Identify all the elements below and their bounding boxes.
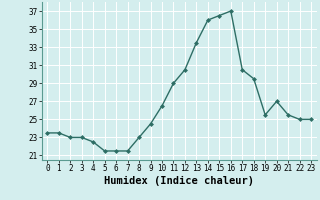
X-axis label: Humidex (Indice chaleur): Humidex (Indice chaleur) bbox=[104, 176, 254, 186]
